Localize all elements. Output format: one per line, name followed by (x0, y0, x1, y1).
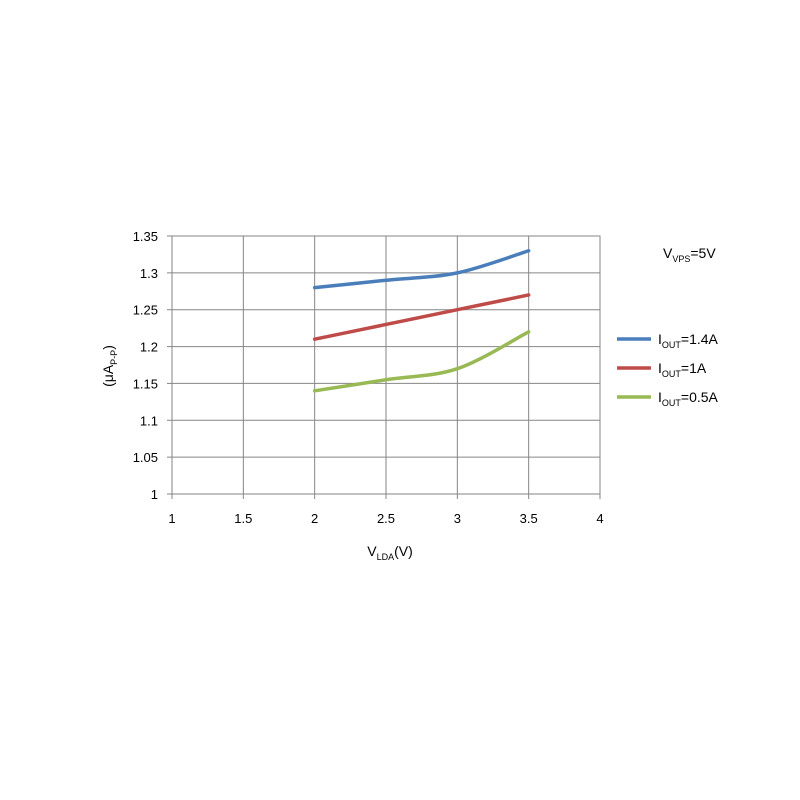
annotation: VVPS=5V (663, 245, 716, 264)
legend-label-part: I (658, 389, 662, 405)
y-tick-label: 1.2 (140, 340, 158, 355)
y-axis-label-part: P-P (109, 350, 119, 365)
x-axis-label-part: (V) (394, 543, 413, 559)
y-axis-label-part: (μA (100, 364, 116, 387)
legend-label-part: OUT (662, 340, 682, 350)
legend-label-part: OUT (662, 369, 682, 379)
x-axis-label-part: LDA (377, 552, 395, 562)
y-tick-label: 1.35 (133, 229, 158, 244)
x-tick-label: 4 (596, 511, 603, 526)
plot-border (171, 235, 601, 495)
legend-label-part: I (658, 331, 662, 347)
legend-label: IOUT=0.5A (658, 389, 719, 408)
x-axis-label: VLDA(V) (367, 543, 413, 562)
series-line (312, 293, 531, 341)
legend-label: IOUT=1.4A (658, 331, 719, 350)
x-tick-label: 1.5 (234, 511, 252, 526)
x-tick-label: 1 (168, 511, 175, 526)
y-tick-label: 1 (151, 487, 158, 502)
x-axis-label-part: V (367, 543, 377, 559)
annotation-part: V (663, 245, 673, 261)
y-tick-label: 1.05 (133, 450, 158, 465)
x-tick-label: 2.5 (377, 511, 395, 526)
legend-label: IOUT=1A (658, 360, 707, 379)
annotation-part: =5V (690, 245, 716, 261)
series-line (312, 248, 531, 290)
legend-label-part: OUT (662, 398, 682, 408)
legend-label-part: I (658, 360, 662, 376)
legend-label-part: =1A (681, 360, 707, 376)
legend-label-part: =1.4A (681, 331, 719, 347)
x-tick-label: 3.5 (520, 511, 538, 526)
annotation-part: VPS (672, 254, 690, 264)
legend-label-part: =0.5A (681, 389, 719, 405)
series-line (312, 330, 531, 393)
x-tick-label: 3 (454, 511, 461, 526)
y-tick-label: 1.15 (133, 376, 158, 391)
x-tick-label: 2 (311, 511, 318, 526)
y-tick-label: 1.3 (140, 266, 158, 281)
y-axis-label-part: ) (100, 345, 116, 350)
y-axis-label: (μAP-P) (100, 345, 119, 387)
y-tick-label: 1.25 (133, 303, 158, 318)
y-tick-label: 1.1 (140, 413, 158, 428)
